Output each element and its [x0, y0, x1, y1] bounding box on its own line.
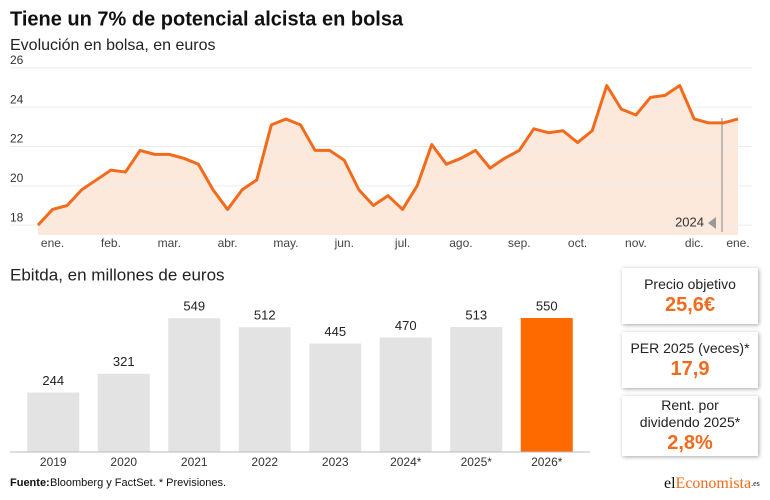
title: Tiene un 7% de potencial alcista en bols…	[10, 8, 404, 30]
bar	[520, 318, 573, 452]
x-tick-label: 2021	[181, 455, 208, 469]
x-tick-label: jun.	[334, 236, 354, 250]
bar-value-label: 513	[465, 307, 487, 322]
kpi-box: PER 2025 (veces)* 17,9	[622, 332, 758, 388]
y-tick-label: 26	[10, 53, 24, 67]
annotation-arrow	[708, 217, 716, 229]
y-tick-label: 18	[10, 210, 24, 224]
x-tick-label: abr.	[218, 236, 238, 250]
bar-value-label: 244	[42, 373, 64, 388]
kpi-box: Precio objetivo 25,6€	[622, 268, 758, 324]
subtitle: Evolución en bolsa, en euros	[10, 37, 215, 54]
x-tick-label: dic.	[685, 236, 704, 250]
x-tick-label: sep.	[508, 236, 531, 250]
bar-value-label: 470	[395, 318, 417, 333]
bar	[309, 343, 362, 452]
x-tick-label: 2022	[251, 455, 278, 469]
annotation: 2024	[675, 214, 704, 229]
bar-value-label: 321	[113, 354, 135, 369]
source-label: Fuente:	[10, 477, 50, 489]
x-tick-label: ene.	[41, 236, 64, 250]
x-tick-label: may.	[273, 236, 298, 250]
bar-value-label: 549	[183, 299, 205, 314]
x-tick-label: jul.	[394, 236, 410, 250]
x-tick-label: oct.	[568, 236, 587, 250]
logo-c: .es	[751, 479, 760, 488]
x-tick-label: ene.	[726, 236, 749, 250]
line	[36, 84, 739, 227]
bar	[27, 392, 80, 452]
kpi-value: 2,8%	[667, 432, 713, 454]
y-tick-label: 24	[10, 92, 24, 106]
x-tick-label: 2026*	[531, 455, 563, 469]
x-tick-label: 2020	[110, 455, 137, 469]
bar	[97, 373, 150, 452]
y-tick-label: 22	[10, 132, 24, 146]
kpi-label: Precio objetivo	[644, 275, 736, 292]
x-tick-label: 2025*	[461, 455, 493, 469]
kpi-value: 17,9	[670, 357, 710, 380]
kpi-box: Rent. por dividendo 2025* 2,8%	[622, 396, 758, 456]
logo: elEconomista.es	[664, 475, 760, 492]
y-tick-label: 20	[10, 171, 24, 185]
x-tick-label: 2024*	[390, 455, 422, 469]
bar-value-label: 445	[324, 324, 346, 339]
bar-value-label: 550	[536, 298, 558, 313]
x-tick-label: nov.	[625, 236, 647, 250]
bar	[450, 327, 503, 452]
logo-b: Economista	[676, 475, 752, 492]
bar	[379, 337, 432, 452]
x-tick-label: 2023	[322, 455, 349, 469]
bar	[168, 318, 221, 452]
x-tick-label: mar.	[158, 236, 181, 250]
bar-value-label: 512	[254, 308, 276, 323]
x-tick-label: 2019	[40, 455, 67, 469]
kpi-label: PER 2025 (veces)*	[630, 339, 750, 356]
logo-a: el	[664, 475, 676, 492]
x-tick-label: ago.	[449, 236, 472, 250]
bar	[238, 327, 291, 452]
source: Bloomberg y FactSet. * Previsiones.	[50, 477, 226, 489]
area	[38, 85, 738, 236]
x-tick-label: feb.	[101, 236, 121, 250]
bar-title: Ebitda, en millones de euros	[10, 265, 225, 284]
kpi-value: 25,6€	[664, 293, 716, 316]
kpi-label: Rent. por dividendo 2025*	[639, 397, 741, 430]
